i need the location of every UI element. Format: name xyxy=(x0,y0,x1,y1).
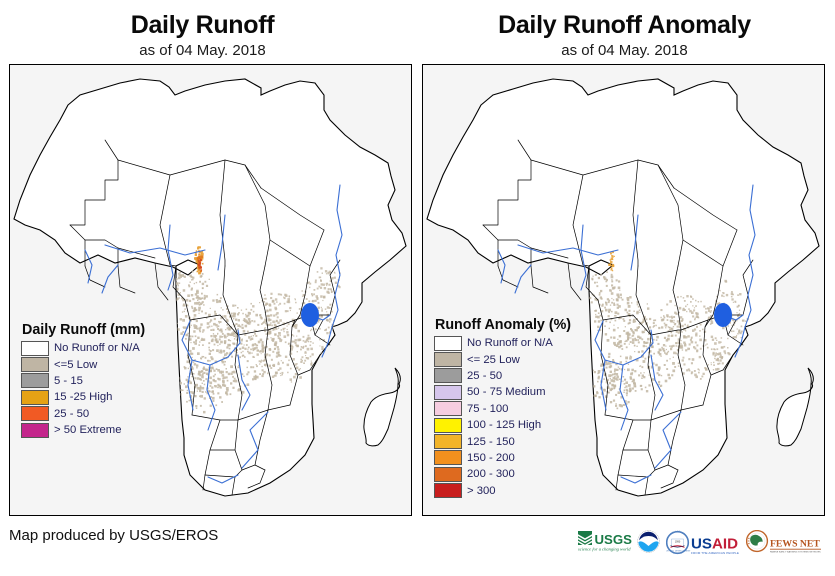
svg-text:FAMINE EARLY WARNING SYSTEMS N: FAMINE EARLY WARNING SYSTEMS NETWORK xyxy=(770,550,821,553)
svg-text:USAID: USAID xyxy=(691,536,738,553)
svg-text:FOR INT'L DEVELOPMENT: FOR INT'L DEVELOPMENT xyxy=(666,550,691,552)
svg-text:FEWS NET: FEWS NET xyxy=(770,539,820,550)
svg-text:FROM THE AMERICAN PEOPLE: FROM THE AMERICAN PEOPLE xyxy=(691,551,739,555)
svg-text:science for a changing world: science for a changing world xyxy=(578,547,631,552)
svg-text:NOAA: NOAA xyxy=(644,536,655,540)
svg-text:USGS: USGS xyxy=(595,532,633,547)
svg-text:1990: 1990 xyxy=(675,540,681,543)
